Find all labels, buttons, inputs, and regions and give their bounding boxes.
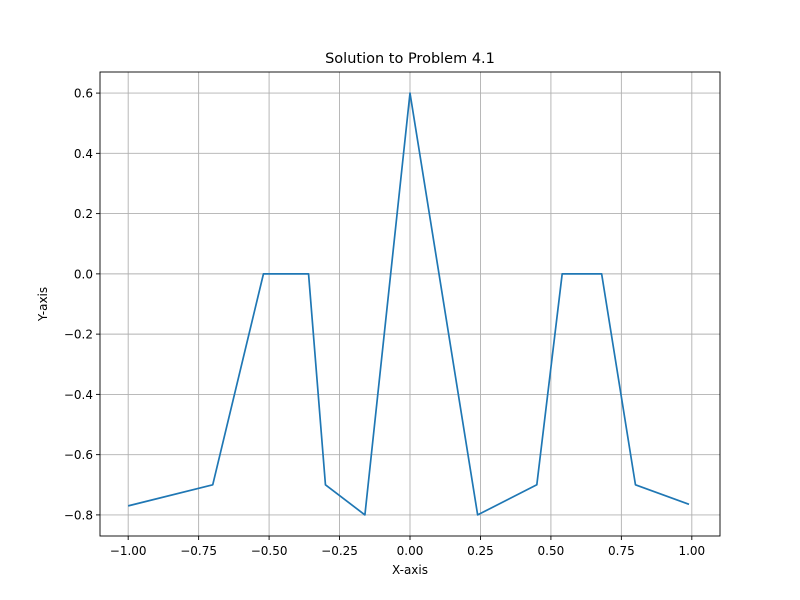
x-tick-label: −1.00: [110, 544, 147, 558]
x-tick-label: 0.00: [397, 544, 424, 558]
series-layer: [127, 92, 690, 516]
y-tick-label: −0.4: [64, 388, 93, 402]
x-tick-label: −0.25: [321, 544, 358, 558]
y-tick-label: 0.6: [74, 87, 93, 101]
y-tick-label: 0.2: [74, 207, 93, 221]
y-tick-label: −0.8: [64, 508, 93, 522]
y-axis-title: Y-axis: [36, 287, 50, 322]
y-axis-ticks: −0.8 −0.6 −0.4 −0.2 0.0 0.2 0.4 0.6: [64, 87, 100, 522]
y-tick-label: −0.2: [64, 328, 93, 342]
x-axis-title: X-axis: [392, 563, 428, 577]
y-tick-label: −0.6: [64, 448, 93, 462]
y-tick-label: 0.4: [74, 147, 93, 161]
x-tick-label: 1.00: [678, 544, 705, 558]
x-tick-label: 0.50: [538, 544, 565, 558]
series-line: [127, 92, 690, 516]
chart-title: Solution to Problem 4.1: [325, 51, 495, 67]
x-tick-label: −0.50: [251, 544, 288, 558]
x-tick-label: 0.25: [467, 544, 494, 558]
x-tick-label: −0.75: [180, 544, 217, 558]
y-tick-label: 0.0: [74, 267, 93, 281]
x-tick-label: 0.75: [608, 544, 635, 558]
x-axis-ticks: −1.00 −0.75 −0.50 −0.25 0.00 0.25 0.50 0.75 1.00: [110, 536, 705, 558]
grid: [100, 72, 720, 536]
